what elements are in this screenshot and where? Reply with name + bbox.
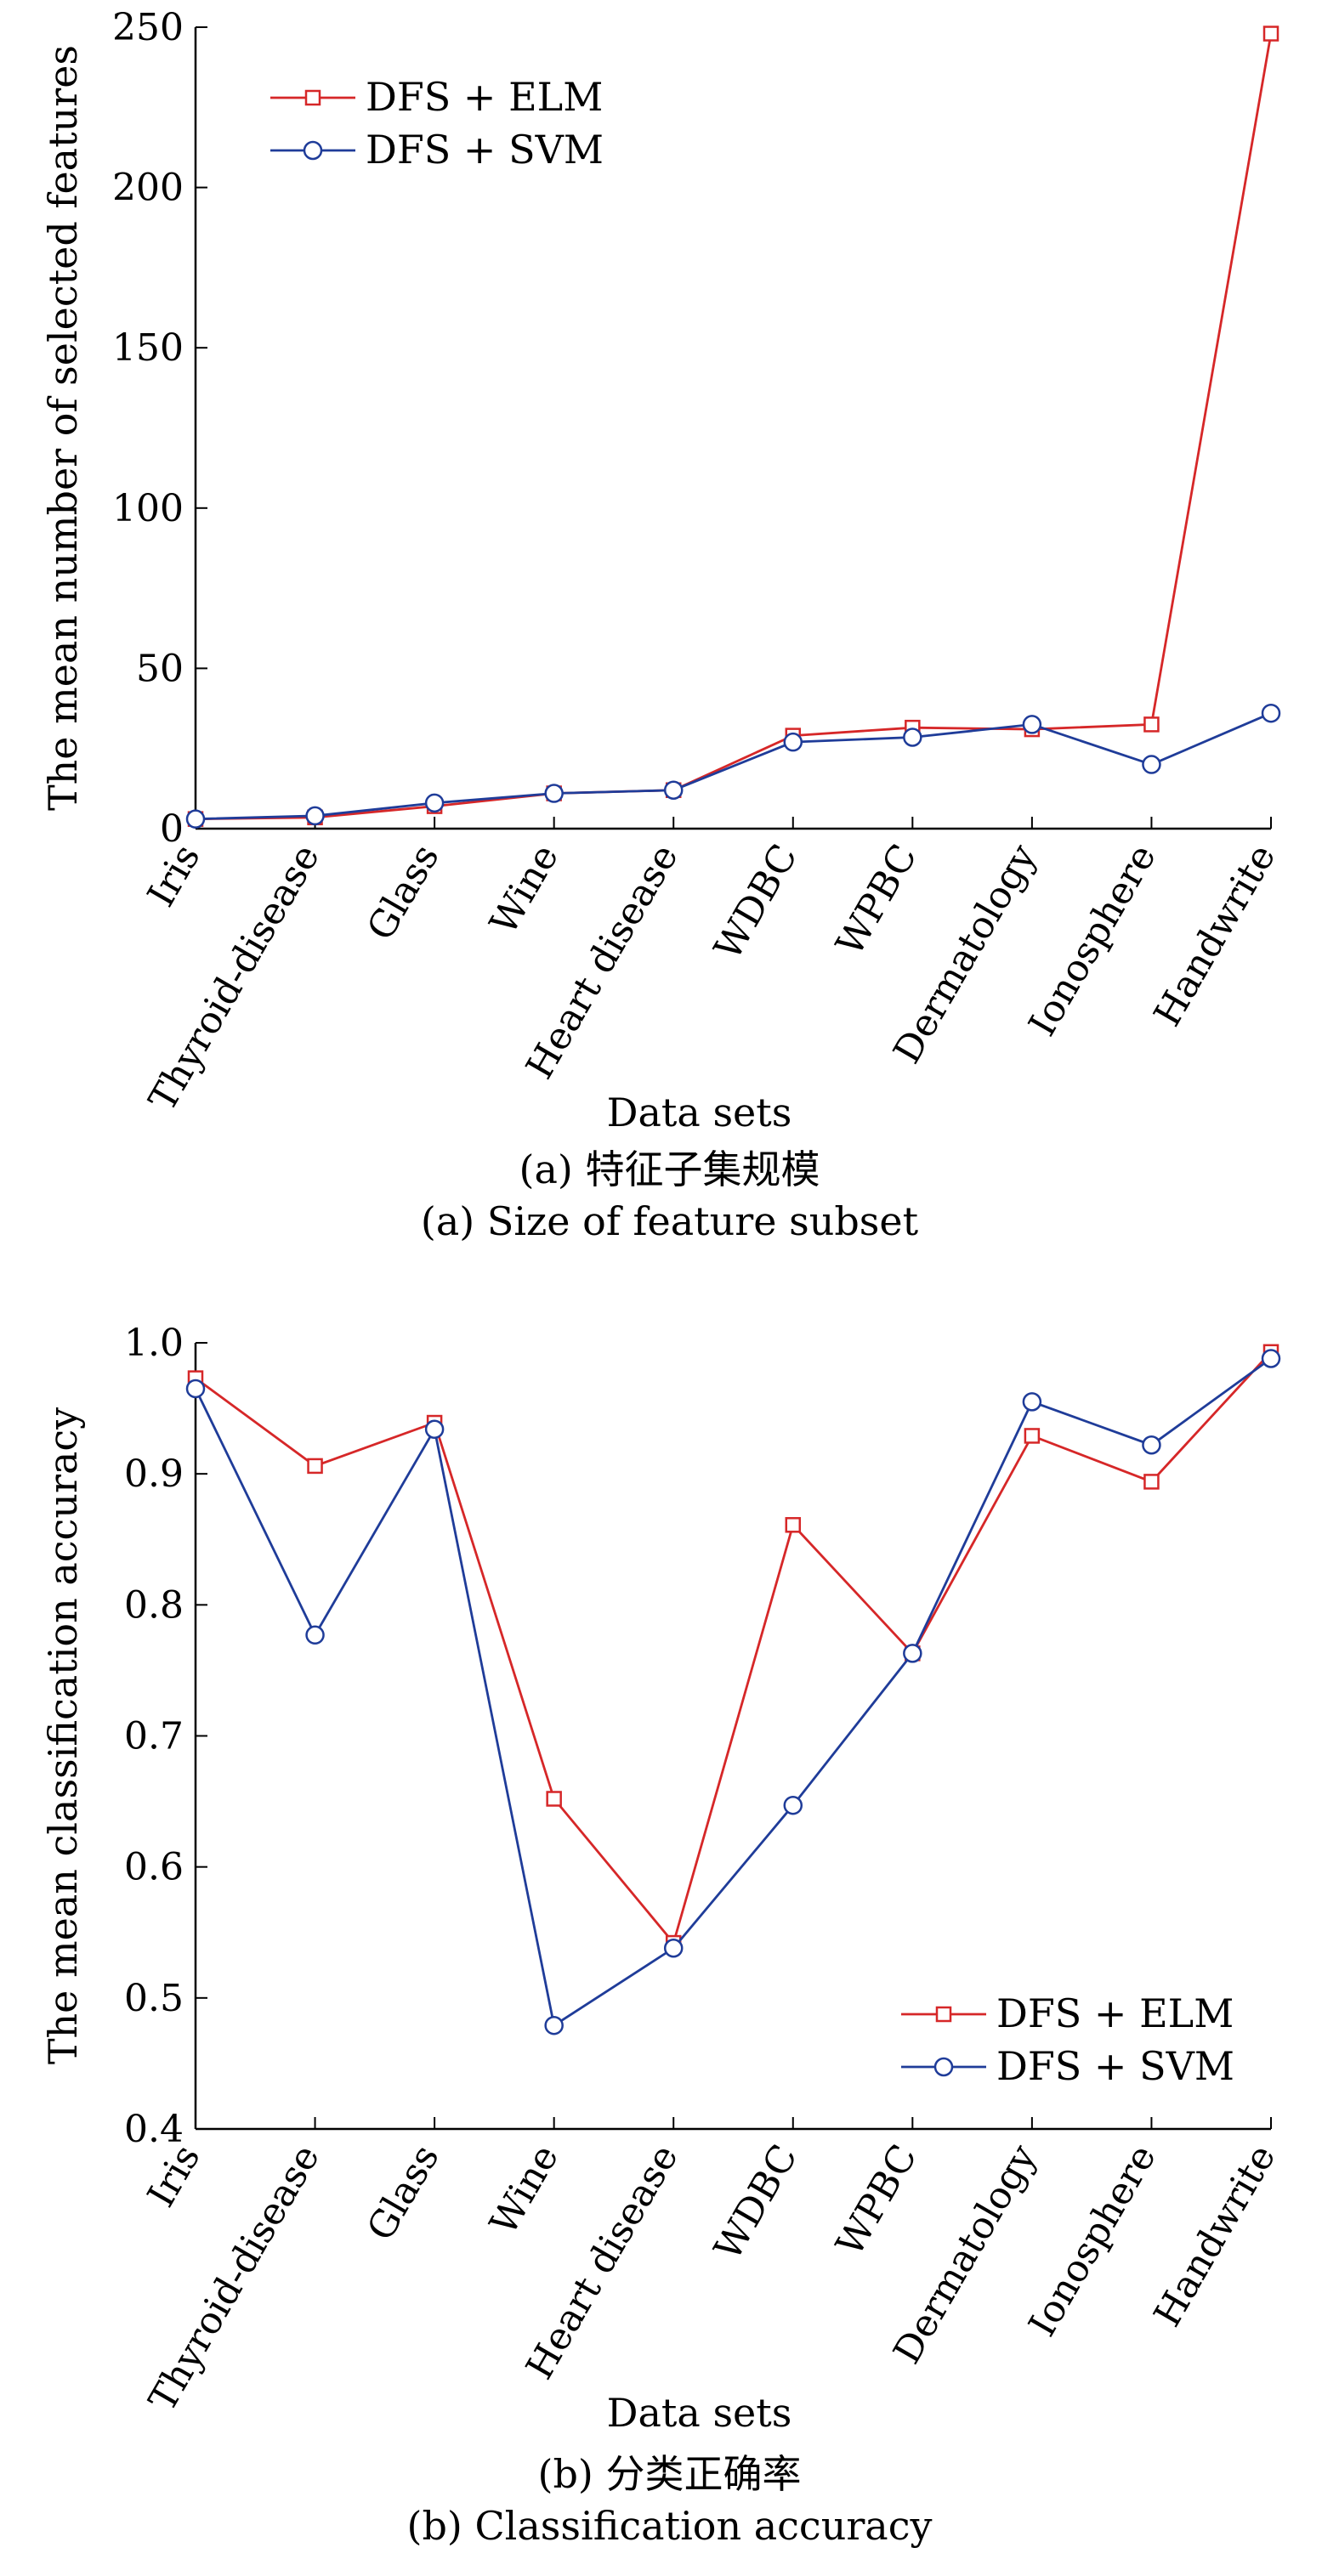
y-tick-label: 150	[112, 326, 184, 370]
x-axis-title: Data sets	[607, 2390, 792, 2436]
y-tick-label: 0.6	[124, 1846, 184, 1889]
y-tick-label: 0.7	[124, 1715, 184, 1758]
x-tick-label: WDBC	[706, 2137, 806, 2267]
data-point-series-0	[785, 1517, 802, 1533]
data-point-series-0	[1262, 25, 1279, 42]
y-axis-title: The mean classification accuracy	[40, 1407, 86, 2064]
data-point-series-1	[1142, 1435, 1161, 1455]
legend-label: DFS + ELM	[366, 74, 603, 120]
y-tick-label: 0.4	[124, 2108, 184, 2151]
chart-panel-a: 0 50 100 150 200 250 Iris Thyroid-disease Glass W…	[40, 6, 1285, 1244]
x-tick-label: WPBC	[828, 2137, 926, 2263]
data-point-series-1	[185, 1379, 206, 1399]
y-tick-label: 200	[112, 167, 184, 210]
data-point-series-0	[1024, 1428, 1041, 1444]
x-axis-title: Data sets	[607, 1090, 792, 1135]
y-axis-title: The mean number of selected features	[40, 45, 86, 811]
data-point-series-1	[663, 780, 684, 800]
data-point-series-1	[544, 2015, 564, 2035]
data-point-series-1	[1022, 1392, 1042, 1412]
data-point-series-1	[663, 1939, 684, 1958]
data-point-series-1	[424, 1419, 445, 1439]
series-line-0	[195, 1350, 1273, 1946]
y-tick-label: 0.8	[124, 1583, 184, 1627]
data-point-series-0	[307, 1458, 323, 1475]
x-tick-label: Ionosphere	[1020, 837, 1165, 1044]
legend-marker	[304, 89, 321, 106]
legend-marker	[933, 2057, 954, 2077]
data-point-series-1	[185, 809, 206, 829]
y-tick-label: 1.0	[124, 1322, 184, 1365]
x-tick-label: Glass	[359, 2137, 447, 2248]
data-point-series-0	[1143, 716, 1160, 733]
data-point-series-1	[1261, 703, 1281, 723]
y-tick-label: 0.5	[124, 1977, 184, 2020]
chart-b-svg: 0.40.50.60.70.80.91.0IrisThyroid-disease…	[40, 1322, 1285, 2436]
data-point-series-1	[1142, 755, 1161, 774]
x-tick-label: Handwrite	[1146, 2137, 1285, 2334]
data-point-series-1	[1261, 1349, 1281, 1368]
series-line-1	[194, 1357, 1272, 2028]
x-tick-label: Handwrite	[1146, 837, 1285, 1033]
data-point-series-1	[305, 1625, 325, 1645]
data-point-series-1	[305, 806, 325, 826]
y-tick-label: 50	[136, 647, 184, 690]
caption-b-cn: (b) 分类正确率	[537, 2451, 802, 2497]
data-point-series-1	[903, 1644, 922, 1663]
x-tick-label: WPBC	[828, 837, 926, 963]
y-tick-label: 100	[112, 487, 184, 530]
data-point-series-1	[424, 793, 445, 813]
caption-a-en: (a) Size of feature subset	[420, 1198, 919, 1244]
x-tick-label: Wine	[482, 2137, 568, 2242]
series-line-1	[195, 711, 1272, 821]
caption-b-en: (b) Classification accuracy	[406, 2503, 933, 2549]
data-point-series-1	[903, 728, 922, 747]
data-point-series-0	[546, 1791, 562, 1807]
data-point-series-0	[1143, 1474, 1160, 1490]
legend-label: DFS + SVM	[366, 127, 604, 173]
x-tick-label: WDBC	[706, 837, 806, 967]
y-tick-label: 250	[112, 6, 184, 49]
x-tick-label: Iris	[139, 837, 209, 914]
legend-label: DFS + SVM	[996, 2043, 1234, 2089]
data-point-series-1	[1022, 715, 1042, 734]
x-tick-label: Glass	[359, 837, 447, 948]
series-line-0	[195, 33, 1273, 821]
data-point-series-1	[783, 1795, 803, 1815]
data-point-series-1	[544, 784, 564, 803]
legend-label: DFS + ELM	[996, 1990, 1234, 2036]
caption-a-cn: (a) 特征子集规模	[519, 1146, 820, 1192]
chart-panel-b: 0.4 0.5 0.6 0.7 0.8 0.9 1.0 Iris Thyroid-disease…	[0, 1288, 1339, 2576]
x-tick-label: Wine	[482, 837, 568, 942]
legend-marker	[303, 140, 323, 161]
y-tick-label: 0.9	[124, 1452, 184, 1496]
legend-marker	[935, 2006, 952, 2023]
x-tick-label: Ionosphere	[1020, 2137, 1165, 2344]
data-point-series-1	[783, 732, 803, 752]
y-tick-label: 0	[160, 807, 184, 851]
